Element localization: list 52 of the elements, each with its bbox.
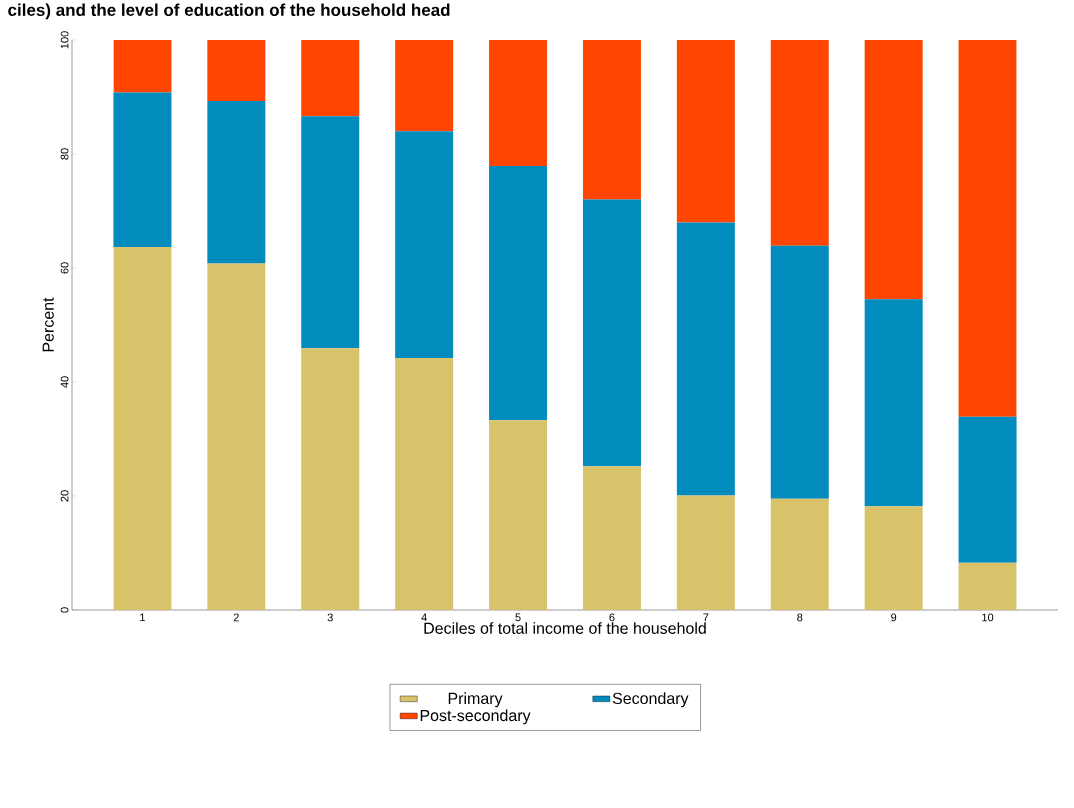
bar [489, 39, 548, 166]
y-tick-label: 40 [60, 376, 69, 388]
bar [207, 100, 266, 264]
bar [676, 495, 735, 610]
y-tick-label: 20 [60, 490, 69, 502]
y-tick-label: 60 [60, 262, 69, 274]
bar [207, 39, 266, 101]
bar [582, 199, 641, 467]
bar [958, 562, 1017, 610]
chart-title: ciles) and the level of education of the household head [8, 3, 450, 20]
y-tick-label: 80 [60, 148, 69, 160]
bar [207, 263, 266, 610]
bar [770, 498, 829, 610]
y-tick-label: 100 [60, 31, 69, 49]
x-axis-title: Deciles of total income of the household [424, 622, 706, 634]
x-tick-label: 9 [891, 613, 897, 622]
x-tick-label: 2 [233, 613, 239, 622]
bar [113, 246, 172, 610]
legend-label: Secondary [612, 692, 689, 708]
x-tick-label: 10 [982, 613, 994, 622]
x-tick-label: 8 [797, 613, 803, 622]
x-tick-label: 1 [140, 613, 145, 622]
bar [489, 165, 548, 421]
bar [770, 39, 829, 246]
bar [395, 39, 454, 132]
bar [864, 506, 923, 610]
bar [301, 39, 360, 117]
y-tick-label: 0 [60, 607, 69, 613]
bar [113, 92, 172, 247]
bar [770, 245, 829, 499]
x-tick-label: 4 [421, 613, 427, 622]
x-tick-label: 3 [327, 613, 333, 622]
bar [582, 466, 641, 610]
y-axis-title: Percent [42, 297, 54, 352]
bar [489, 420, 548, 610]
x-tick-label: 5 [515, 613, 521, 622]
bar [582, 39, 641, 200]
bar [113, 39, 172, 93]
legend-label: Post-secondary [420, 709, 531, 725]
bar [301, 116, 360, 349]
bar [676, 222, 735, 496]
bar [864, 39, 923, 300]
bar [395, 358, 454, 610]
x-tick-label: 6 [609, 613, 615, 622]
bar [958, 39, 1017, 417]
bar [864, 299, 923, 507]
bar [676, 39, 735, 223]
legend-label: Primary [448, 692, 503, 708]
bar [958, 416, 1017, 563]
bar [395, 131, 454, 359]
bar [301, 348, 360, 610]
x-tick-label: 7 [703, 613, 709, 622]
